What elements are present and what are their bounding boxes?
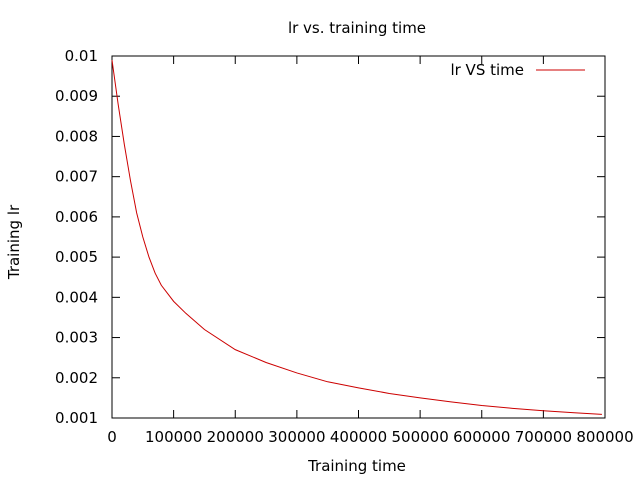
y-tick-label: 0.004 [55,288,98,306]
y-tick-label: 0.001 [55,409,98,427]
legend: lr VS time [450,61,585,79]
x-axis-label: Training time [307,457,406,475]
x-tick-label: 0 [107,428,117,446]
x-tick-label: 500000 [391,428,448,446]
x-tick-label: 800000 [576,428,633,446]
y-axis-label: Training lr [5,204,23,280]
series-layer [111,59,602,415]
x-tick-label: 700000 [515,428,572,446]
y-tick-label: 0.006 [55,208,98,226]
plot-frame [111,55,606,419]
x-axis: 0 100000 200000 300000 400000 500000 600000 700… [107,56,634,446]
x-tick-label: 200000 [207,428,264,446]
x-tick-label: 100000 [145,428,202,446]
legend-label: lr VS time [450,61,524,79]
y-axis: 0.001 0.002 0.003 0.004 0.005 0.006 0.007 0.008… [55,47,605,427]
y-tick-label: 0.009 [55,87,98,105]
chart-title: lr vs. training time [288,19,426,37]
y-tick-label: 0.003 [55,329,98,347]
y-tick-label: 0.007 [55,168,98,186]
x-tick-label: 400000 [330,428,387,446]
x-tick-label: 300000 [268,428,325,446]
x-tick-label: 600000 [453,428,510,446]
y-tick-label: 0.005 [55,248,98,266]
y-tick-label: 0.008 [55,127,98,145]
series-line-0 [111,59,602,415]
y-tick-label: 0.002 [55,369,98,387]
y-tick-label: 0.01 [65,47,98,65]
